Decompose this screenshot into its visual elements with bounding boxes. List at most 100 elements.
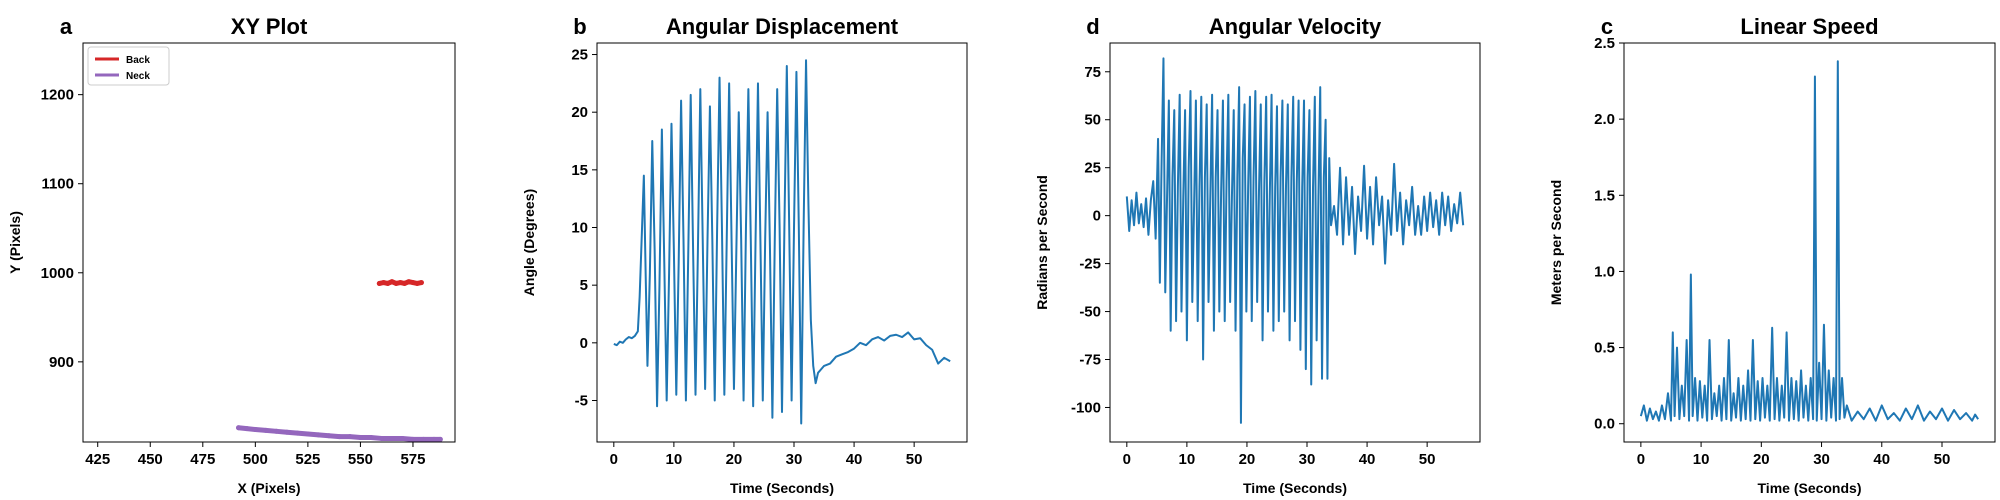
x-tick-label: 10	[1179, 451, 1196, 468]
y-tick-label: 1200	[41, 87, 74, 104]
y-tick-label: 1.0	[1594, 263, 1615, 280]
data-point-neck	[357, 435, 363, 441]
x-tick-label: 40	[1359, 451, 1376, 468]
panel-letter: d	[1086, 14, 1099, 39]
plot-frame	[82, 42, 456, 443]
y-tick-label: 15	[571, 162, 588, 179]
y-tick-label: 1.5	[1594, 187, 1615, 204]
x-tick-label: 450	[138, 451, 163, 468]
x-tick-label: 475	[190, 451, 215, 468]
data-point-neck	[284, 429, 290, 435]
legend: Back Neck	[87, 46, 170, 86]
y-axis-label: Y (Pixels)	[7, 211, 23, 274]
panel-letter: b	[573, 14, 586, 39]
chart-panel-a: 425 450 475 500 525 550 575 900 1000 1100 1200 XY P…	[7, 14, 456, 496]
plot-area	[1125, 57, 1465, 424]
x-tick-label: 40	[1873, 451, 1890, 468]
chart-panel-b: 0 10 20 30 40 50 -5 0 5 10 15 20 25 Angular Displacem…	[521, 14, 968, 496]
panel-letter: c	[1601, 14, 1613, 39]
x-tick-label: 50	[906, 451, 923, 468]
data-point-neck	[389, 435, 395, 441]
chart-title: XY Plot	[231, 14, 308, 39]
x-tick-label: 0	[1637, 451, 1645, 468]
x-tick-label: 40	[846, 451, 863, 468]
data-point-back	[406, 279, 412, 285]
x-tick-label: 20	[1239, 451, 1256, 468]
data-point-neck	[326, 433, 332, 439]
y-tick-label: 0.5	[1594, 340, 1615, 357]
chart-title: Angular Displacement	[666, 14, 899, 39]
y-tick-label: 0	[1093, 208, 1101, 225]
data-point-back	[381, 280, 387, 286]
x-tick-label: 0	[610, 451, 618, 468]
x-tick-label: 30	[1299, 451, 1316, 468]
x-tick-label: 50	[1934, 451, 1951, 468]
data-point-neck	[305, 431, 311, 437]
x-tick-label: 50	[1419, 451, 1436, 468]
chart-panel-d: 0 10 20 30 40 50 -100 -75 -50 -25 0 25 50 75 Angular V…	[1034, 14, 1481, 496]
data-point-neck	[368, 435, 374, 441]
data-point-neck	[431, 436, 437, 442]
data-point-neck	[252, 427, 258, 433]
panel-letter: a	[60, 14, 73, 39]
y-tick-label: 25	[571, 47, 588, 64]
x-tick-label: 30	[786, 451, 803, 468]
x-tick-label: 425	[85, 451, 110, 468]
x-tick-label: 10	[1693, 451, 1710, 468]
series-line	[1639, 60, 1979, 422]
data-point-neck	[294, 430, 300, 436]
x-tick-label: 500	[243, 451, 268, 468]
data-point-back	[389, 279, 395, 285]
y-tick-label: -25	[1079, 256, 1101, 273]
plot-frame	[1623, 42, 1996, 443]
plot-frame	[596, 42, 968, 443]
data-point-back	[385, 280, 391, 286]
data-point-neck	[378, 435, 384, 441]
data-point-neck	[437, 436, 443, 442]
plot-frame	[1109, 42, 1481, 443]
y-tick-label: 0	[580, 335, 588, 352]
y-tick-label: -50	[1079, 304, 1101, 321]
data-point-back	[414, 280, 420, 286]
x-tick-label: 30	[1813, 451, 1830, 468]
plot-area	[1639, 60, 1979, 422]
y-tick-label: 10	[571, 220, 588, 237]
plot-area	[236, 279, 443, 442]
x-tick-label: 575	[400, 451, 425, 468]
x-tick-label: 550	[348, 451, 373, 468]
x-axis-label: Time (Seconds)	[730, 480, 834, 496]
x-axis-label: X (Pixels)	[237, 480, 300, 496]
y-tick-label: 0.0	[1594, 416, 1615, 433]
x-tick-label: 20	[726, 451, 743, 468]
chart-panel-c: 0 10 20 30 40 50 0.0 0.5 1.0 1.5 2.0 2.5 Linear Spee…	[1548, 14, 1996, 496]
data-point-neck	[347, 434, 353, 440]
data-point-neck	[263, 427, 269, 433]
y-tick-label: -75	[1079, 352, 1101, 369]
data-point-back	[410, 280, 416, 286]
data-point-neck	[244, 426, 250, 432]
legend-label-neck: Neck	[126, 71, 150, 82]
y-tick-label: 900	[49, 354, 74, 371]
legend-label-back: Back	[126, 55, 150, 66]
x-tick-label: 525	[295, 451, 320, 468]
data-point-back	[393, 280, 399, 286]
y-tick-label: -100	[1071, 399, 1101, 416]
data-point-back	[397, 280, 403, 286]
x-tick-label: 10	[666, 451, 683, 468]
y-axis-label: Angle (Degrees)	[521, 189, 537, 296]
plot-area	[613, 59, 951, 425]
y-tick-label: 2.5	[1594, 35, 1615, 52]
chart-title: Angular Velocity	[1209, 14, 1382, 39]
data-point-neck	[273, 428, 279, 434]
x-axis-label: Time (Seconds)	[1243, 480, 1347, 496]
y-tick-label: 2.0	[1594, 111, 1615, 128]
y-tick-label: 1100	[41, 176, 74, 193]
y-axis-label: Meters per Second	[1548, 180, 1564, 305]
series-line	[613, 59, 951, 425]
data-point-back	[418, 280, 424, 286]
x-tick-label: 20	[1753, 451, 1770, 468]
data-point-neck	[410, 436, 416, 442]
x-axis-label: Time (Seconds)	[1758, 480, 1862, 496]
data-point-back	[376, 280, 382, 286]
